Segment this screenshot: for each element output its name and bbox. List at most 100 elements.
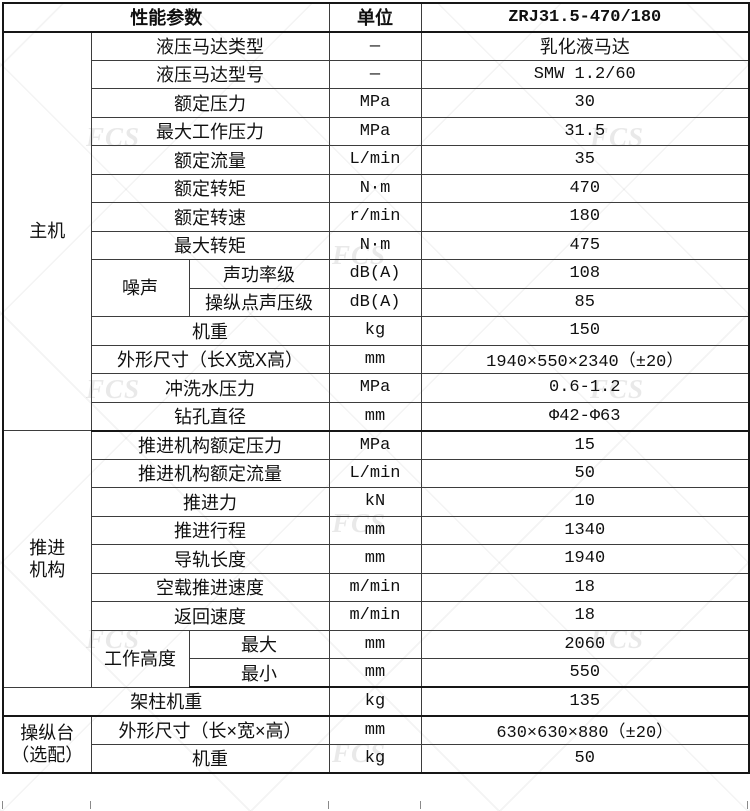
param-cell: 返回速度	[90, 601, 330, 631]
param-cell: 额定转速	[90, 202, 330, 232]
value-cell: 1940×550×2340（±20）	[420, 344, 750, 374]
table-row: 空载推进速度 m/min 18	[3, 572, 750, 602]
param-cell: 推进行程	[90, 515, 330, 545]
param-cell: 机重	[90, 743, 330, 773]
value-cell: 31.5	[420, 116, 750, 146]
value-cell: 470	[420, 173, 750, 203]
unit-cell: mm	[328, 344, 422, 374]
table-row: 最大转矩 N·m 475	[3, 230, 750, 260]
unit-cell: L/min	[328, 145, 422, 175]
unit-cell: r/min	[328, 202, 422, 232]
table-row: 主机 液压马达类型 — 乳化液马达	[2, 31, 750, 431]
param-cell: 最大转矩	[90, 230, 330, 260]
param-cell: 液压马达类型	[90, 31, 330, 61]
value-cell: 108	[420, 259, 750, 289]
table-row: 机重 kg 50	[3, 743, 750, 773]
value-cell: 10	[420, 487, 750, 517]
table-row: 额定转速 r/min 180	[3, 202, 750, 232]
subgroup-cell-noise: 噪声	[90, 259, 190, 317]
value-cell: 50	[420, 743, 750, 773]
param-cell: 空载推进速度	[90, 572, 330, 602]
value-cell: 2060	[420, 629, 750, 659]
group-cell-main: 主机	[2, 31, 92, 431]
table-row: 操纵点声压级 dB(A) 85	[3, 287, 750, 317]
unit-cell: L/min	[328, 458, 422, 488]
unit-cell: MPa	[328, 88, 422, 118]
unit-cell: kg	[328, 686, 422, 717]
group-cell-console: 操纵台 （选配）	[2, 715, 92, 773]
param-cell: 额定流量	[90, 145, 330, 175]
table-row: 工作高度 最大 mm 2060	[3, 629, 750, 688]
value-cell: 630×630×880（±20）	[420, 715, 750, 745]
table-row: 架柱机重 kg 135	[2, 686, 750, 717]
value-cell: Φ42-Φ63	[420, 401, 750, 432]
table-row: 机重 kg 150	[3, 316, 750, 346]
table-row: 推进力 kN 10	[3, 487, 750, 517]
param-cell: 额定转矩	[90, 173, 330, 203]
param-cell: 推进机构额定压力	[90, 430, 330, 460]
bottom-stub	[420, 801, 421, 809]
unit-cell: kg	[328, 316, 422, 346]
value-cell: 18	[420, 572, 750, 602]
value-cell: 85	[420, 287, 750, 317]
param-cell: 推进机构额定流量	[90, 458, 330, 488]
value-cell: 30	[420, 88, 750, 118]
unit-cell: kg	[328, 743, 422, 773]
unit-cell: mm	[328, 715, 422, 745]
table-row: 操纵台 （选配） 外形尺寸（长×宽×高） mm 630×630×880（±20）	[2, 715, 750, 773]
table-row: 额定压力 MPa 30	[3, 88, 750, 118]
unit-cell: mm	[328, 544, 422, 574]
table-row: 推进行程 mm 1340	[3, 515, 750, 545]
param-cell: 冲洗水压力	[90, 373, 330, 403]
param-cell: 额定压力	[90, 88, 330, 118]
table-row: 液压马达型号 — SMW 1.2/60	[3, 59, 750, 89]
param-cell: 液压马达型号	[90, 59, 330, 89]
value-cell: 18	[420, 601, 750, 631]
table-row: 噪声 声功率级 dB(A) 108	[3, 259, 750, 317]
param-cell: 最大	[188, 629, 330, 659]
unit-cell: N·m	[328, 230, 422, 260]
param-cell: 声功率级	[188, 259, 330, 289]
value-cell: 1340	[420, 515, 750, 545]
table-row: 最大工作压力 MPa 31.5	[3, 116, 750, 146]
param-cell: 外形尺寸（长×宽×高）	[90, 715, 330, 745]
table-row: 冲洗水压力 MPa 0.6-1.2	[3, 373, 750, 403]
value-cell: 135	[420, 686, 750, 717]
table-row: 推进机构额定流量 L/min 50	[3, 458, 750, 488]
header-row: 性能参数 单位 ZRJ31.5-470/180	[2, 2, 750, 33]
param-cell: 导轨长度	[90, 544, 330, 574]
unit-cell: MPa	[328, 116, 422, 146]
value-cell: 乳化液马达	[420, 31, 750, 61]
value-cell: SMW 1.2/60	[420, 59, 750, 89]
bottom-stub	[328, 801, 329, 809]
bottom-stub	[747, 801, 748, 809]
param-cell: 最小	[188, 658, 330, 688]
spec-table: 性能参数 单位 ZRJ31.5-470/180 主机 液压马达类型 — 乳化液马…	[2, 2, 750, 774]
header-param-label: 性能参数	[2, 2, 330, 33]
table-row: 返回速度 m/min 18	[3, 601, 750, 631]
param-cell: 机重	[90, 316, 330, 346]
unit-cell: kN	[328, 487, 422, 517]
value-cell: 0.6-1.2	[420, 373, 750, 403]
unit-cell: mm	[328, 401, 422, 432]
value-cell: 550	[420, 658, 750, 688]
table-row: 额定转矩 N·m 470	[3, 173, 750, 203]
table-row: 最小 mm 550	[3, 658, 750, 688]
param-cell: 钻孔直径	[90, 401, 330, 432]
value-cell: 150	[420, 316, 750, 346]
frame-weight-param-cell: 架柱机重	[2, 686, 330, 717]
value-cell: 475	[420, 230, 750, 260]
unit-cell: mm	[328, 629, 422, 659]
table-row: 推进 机构 推进机构额定压力 MPa 15	[2, 430, 750, 688]
unit-cell: mm	[328, 515, 422, 545]
header-unit-label: 单位	[328, 2, 422, 33]
unit-cell: MPa	[328, 430, 422, 460]
unit-cell: —	[328, 31, 422, 61]
table-row: 额定流量 L/min 35	[3, 145, 750, 175]
unit-cell: MPa	[328, 373, 422, 403]
value-cell: 1940	[420, 544, 750, 574]
value-cell: 180	[420, 202, 750, 232]
subgroup-cell-work-height: 工作高度	[90, 629, 190, 688]
param-cell: 最大工作压力	[90, 116, 330, 146]
table-row: 外形尺寸（长X宽X高） mm 1940×550×2340（±20）	[3, 344, 750, 374]
